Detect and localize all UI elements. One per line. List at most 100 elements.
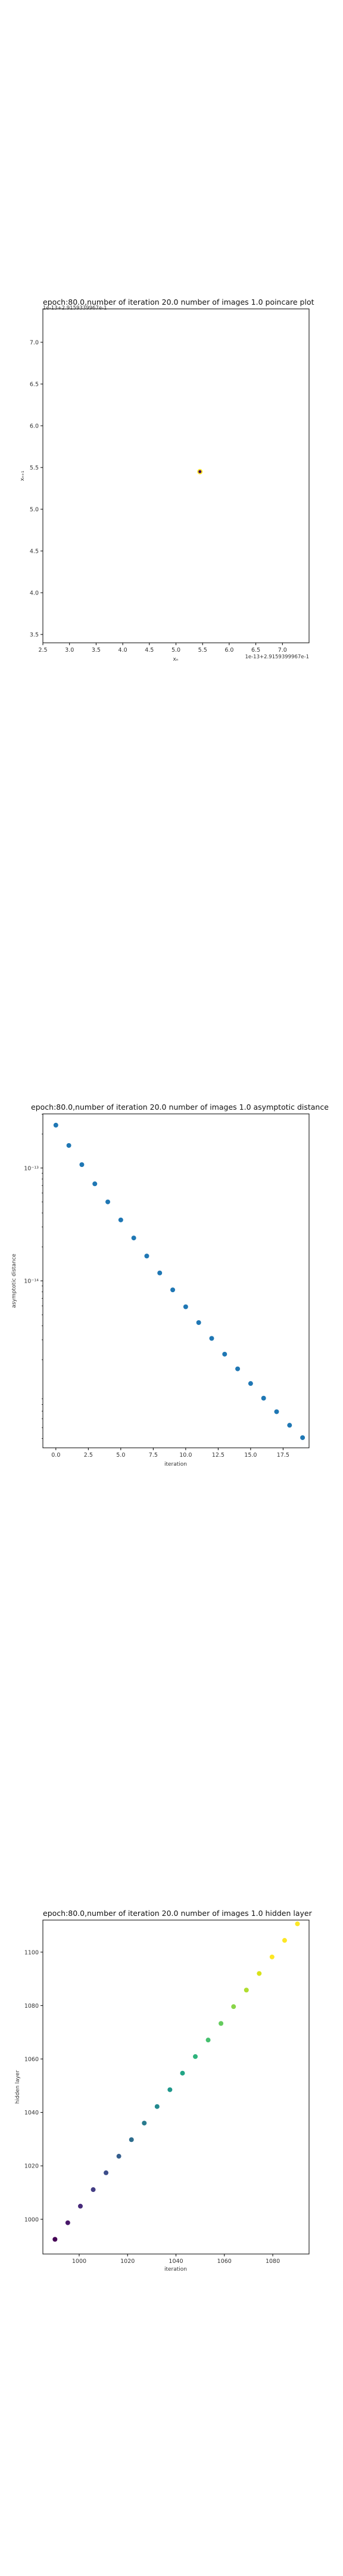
asymptotic-point: [300, 1435, 305, 1440]
asymptotic-x-tick-label: 5.0: [116, 1452, 125, 1459]
poincare-y-tick-label: 5.5: [30, 465, 39, 472]
hidden-layer-point: [193, 2054, 198, 2059]
poincare-x-tick-label: 7.0: [278, 647, 287, 654]
poincare-y-tick-label: 6.0: [30, 423, 39, 430]
asymptotic-point: [53, 1122, 58, 1128]
poincare-x-label: xₙ: [173, 657, 179, 662]
hidden-layer-point: [65, 2220, 70, 2225]
asymptotic-point: [92, 1181, 98, 1187]
poincare-x-tick-label: 4.5: [145, 647, 154, 654]
poincare-y-ticks: 3.5 4.0 4.5 5.0 5.5 6.0 6.5 7.0: [30, 340, 43, 639]
hidden-layer-x-tick-label: 1060: [217, 2258, 232, 2265]
hidden-layer-point: [269, 1954, 275, 1959]
asymptotic-point: [235, 1366, 241, 1371]
poincare-x-tick-label: 4.0: [119, 647, 127, 654]
hidden-layer-point: [52, 2237, 58, 2242]
asymptotic-x-label: iteration: [164, 1462, 187, 1467]
hidden-layer-y-tick-label: 1020: [24, 2163, 39, 2170]
asymptotic-point: [118, 1217, 123, 1222]
hidden-layer-point: [116, 2154, 121, 2159]
poincare-y-tick-label: 5.0: [30, 507, 39, 513]
poincare-x-tick-label: 3.5: [92, 647, 101, 654]
asymptotic-x-tick-label: 2.5: [84, 1452, 93, 1459]
poincare-x-tick-label: 5.0: [172, 647, 180, 654]
asymptotic-point: [209, 1336, 214, 1341]
asymptotic-point: [183, 1304, 188, 1309]
hidden-layer-point: [154, 2104, 160, 2109]
poincare-y-tick-label: 4.5: [30, 549, 39, 555]
asymptotic-point: [144, 1253, 149, 1259]
hidden-layer-point: [167, 2087, 173, 2092]
asymptotic-point: [66, 1143, 71, 1148]
asymptotic-point: [131, 1236, 136, 1241]
hidden-layer-plot-area: [42, 1919, 310, 2255]
poincare-plot-area: [42, 308, 310, 643]
hidden-layer-y-label: hidden layer: [15, 2070, 21, 2104]
poincare-x-tick-label: 6.0: [224, 647, 233, 654]
asymptotic-point: [261, 1395, 266, 1401]
asymptotic-y-ticks: 10⁻¹³ 10⁻¹⁴: [24, 1114, 43, 1439]
asymptotic-x-tick-label: 17.5: [277, 1452, 289, 1459]
hidden-layer-points: [52, 1921, 300, 2242]
hidden-layer-point: [219, 2021, 224, 2026]
poincare-x-tick-label: 6.5: [251, 647, 260, 654]
hidden-layer-y-ticks: 1000 1020 1040 1060 1080 1100: [24, 1949, 43, 2223]
asymptotic-chart: epoch:80.0,number of iteration 20.0 numb…: [11, 1103, 329, 1467]
asymptotic-points: [53, 1122, 305, 1440]
asymptotic-x-tick-label: 0.0: [51, 1452, 60, 1459]
asymptotic-point: [196, 1320, 201, 1325]
hidden-layer-point: [77, 2203, 83, 2209]
hidden-layer-point: [180, 2070, 185, 2076]
asymptotic-point: [79, 1162, 85, 1168]
asymptotic-x-tick-label: 10.0: [179, 1452, 192, 1459]
hidden-layer-point: [282, 1938, 287, 1943]
hidden-layer-y-tick-label: 1040: [24, 2110, 39, 2116]
hidden-layer-point: [91, 2187, 96, 2193]
hidden-layer-x-tick-label: 1000: [72, 2258, 86, 2265]
hidden-layer-point: [231, 2004, 236, 2010]
hidden-layer-point: [244, 1987, 249, 1993]
hidden-layer-x-tick-label: 1020: [120, 2258, 135, 2265]
hidden-layer-point: [142, 2120, 147, 2126]
asymptotic-y-label: asymptotic distance: [11, 1253, 17, 1308]
poincare-y-tick-label: 3.5: [30, 632, 39, 639]
poincare-x-tick-label: 3.0: [65, 647, 74, 654]
hidden-layer-point: [104, 2170, 109, 2175]
asymptotic-point: [287, 1423, 292, 1428]
hidden-layer-y-tick-label: 1060: [24, 2056, 39, 2063]
poincare-point: [198, 470, 202, 473]
poincare-x-tick-label: 5.5: [198, 647, 207, 654]
hidden-layer-point: [205, 2038, 211, 2043]
hidden-layer-x-ticks: 1000 1020 1040 1060 1080: [72, 2254, 280, 2265]
asymptotic-point: [222, 1351, 227, 1357]
asymptotic-x-ticks: 0.0 2.5 5.0 7.5 10.0 12.5 15.0 17.5: [51, 1448, 289, 1459]
poincare-x-ticks: 2.5 3.0 3.5 4.0 4.5 5.0 5.5 6.0 6.5 7.0: [38, 643, 287, 654]
poincare-offset-text: 1e-13+2.9159399967e-1: [245, 654, 309, 660]
asymptotic-y-tick-label: 10⁻¹⁴: [24, 1278, 39, 1285]
poincare-overlay-text: 1e-13+2.9159339967e-1: [43, 305, 107, 311]
hidden-layer-point: [257, 1971, 262, 1976]
poincare-chart: epoch:80.0,number of iteration 20.0 numb…: [20, 298, 314, 662]
poincare-y-tick-label: 7.0: [30, 340, 39, 346]
asymptotic-point: [274, 1409, 279, 1414]
asymptotic-x-tick-label: 7.5: [149, 1452, 158, 1459]
asymptotic-x-tick-label: 15.0: [244, 1452, 257, 1459]
hidden-layer-x-label: iteration: [164, 2267, 187, 2272]
hidden-layer-x-tick-label: 1040: [169, 2258, 183, 2265]
asymptotic-point: [157, 1270, 163, 1275]
poincare-x-tick-label: 2.5: [38, 647, 47, 654]
hidden-layer-y-tick-label: 1100: [24, 1949, 39, 1956]
poincare-y-tick-label: 4.0: [30, 590, 39, 597]
asymptotic-x-tick-label: 12.5: [212, 1452, 224, 1459]
hidden-layer-point: [129, 2137, 134, 2142]
asymptotic-point: [105, 1199, 111, 1205]
poincare-points: [197, 469, 203, 475]
hidden-layer-chart-title: epoch:80.0,number of iteration 20.0 numb…: [43, 1909, 313, 1918]
hidden-layer-y-tick-label: 1000: [24, 2216, 39, 2223]
asymptotic-y-tick-label: 10⁻¹³: [24, 1165, 39, 1172]
asymptotic-chart-title: epoch:80.0,number of iteration 20.0 numb…: [31, 1103, 329, 1111]
hidden-layer-x-tick-label: 1080: [266, 2258, 280, 2265]
hidden-layer-point: [295, 1921, 300, 1927]
hidden-layer-y-tick-label: 1080: [24, 2003, 39, 2010]
